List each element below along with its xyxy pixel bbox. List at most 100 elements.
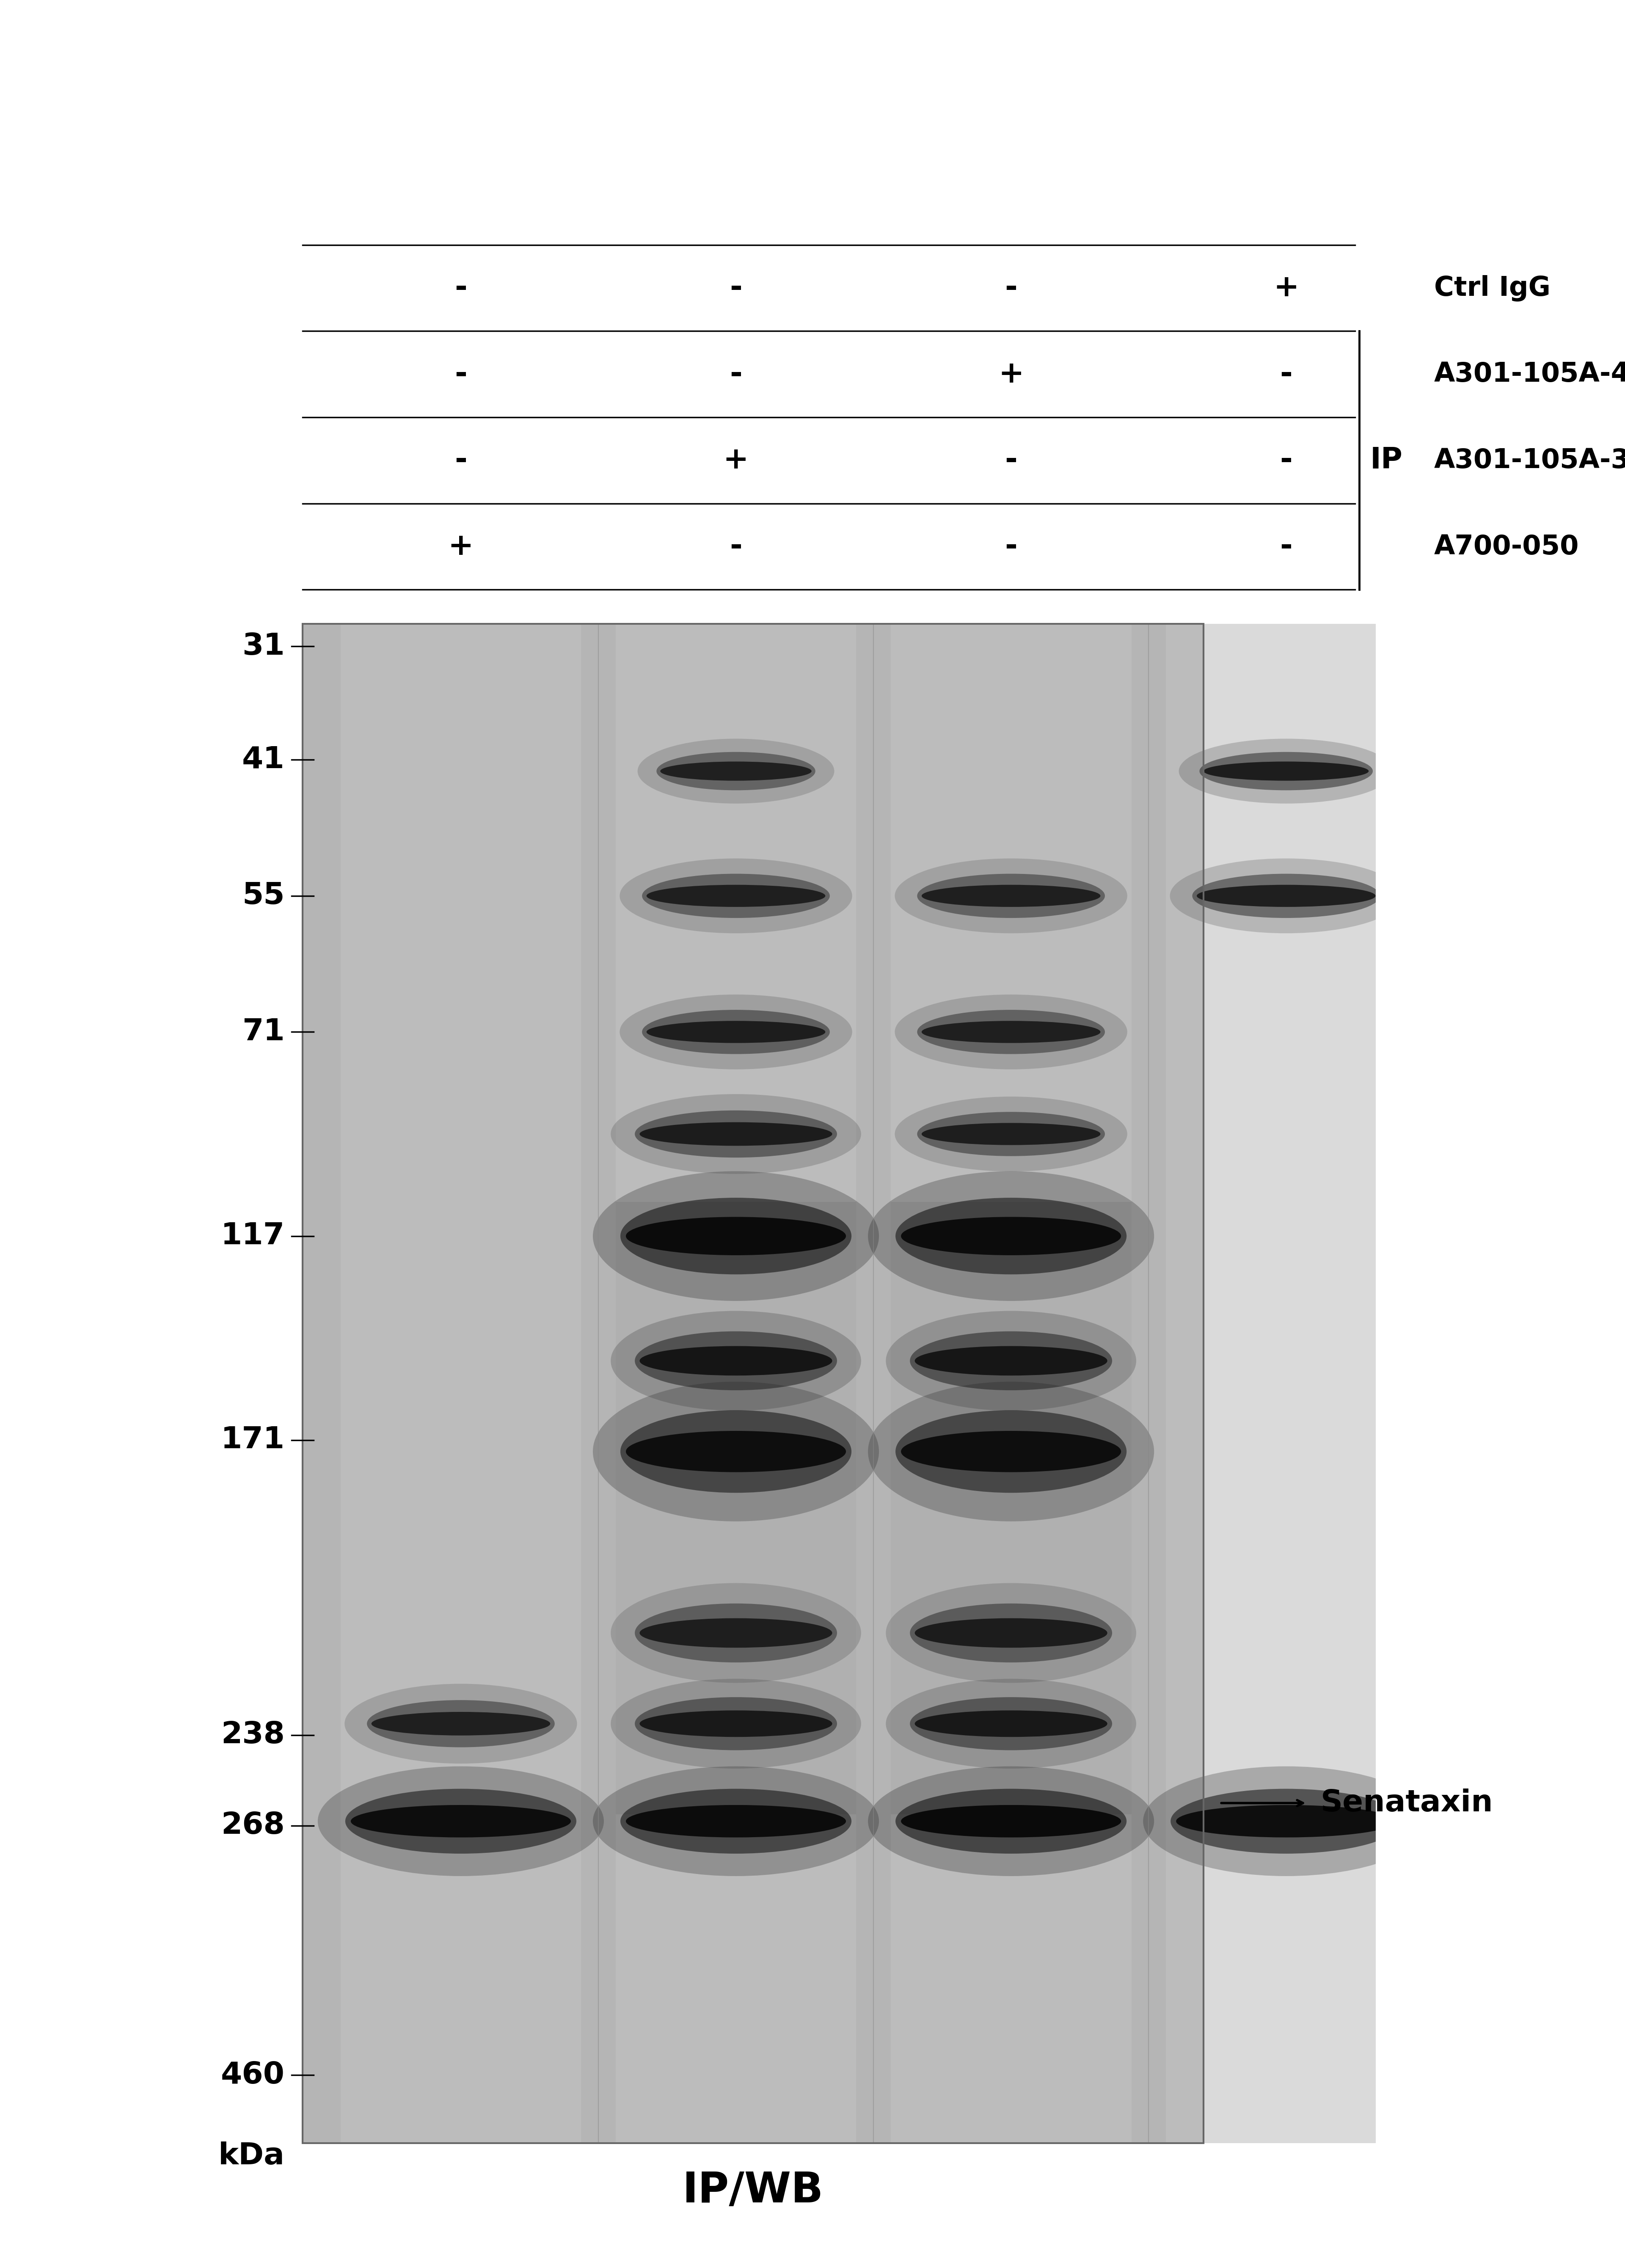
Ellipse shape: [895, 1789, 1126, 1853]
Ellipse shape: [1196, 885, 1375, 907]
Ellipse shape: [868, 1170, 1154, 1302]
Text: -: -: [730, 533, 743, 560]
Text: 460: 460: [221, 2062, 284, 2089]
Ellipse shape: [621, 1198, 852, 1275]
Text: A301-105A-3: A301-105A-3: [1433, 447, 1625, 474]
Text: 41: 41: [242, 746, 284, 773]
Ellipse shape: [611, 1311, 861, 1411]
Ellipse shape: [895, 1411, 1126, 1492]
Bar: [302, 624, 1204, 2143]
Ellipse shape: [895, 860, 1128, 934]
Ellipse shape: [367, 1701, 554, 1746]
Ellipse shape: [611, 1678, 861, 1769]
Ellipse shape: [895, 993, 1128, 1068]
Ellipse shape: [611, 1093, 861, 1175]
Text: -: -: [455, 447, 466, 474]
Text: -: -: [1004, 274, 1017, 302]
Ellipse shape: [647, 885, 826, 907]
Ellipse shape: [656, 753, 816, 789]
Ellipse shape: [593, 1381, 879, 1522]
Bar: [1165, 624, 1407, 2143]
Ellipse shape: [635, 1111, 837, 1157]
Text: 238: 238: [221, 1721, 284, 1749]
Ellipse shape: [921, 885, 1100, 907]
Ellipse shape: [1193, 873, 1380, 919]
Ellipse shape: [915, 1345, 1107, 1374]
Text: IP/WB: IP/WB: [682, 2170, 824, 2211]
Ellipse shape: [910, 1331, 1112, 1390]
Ellipse shape: [635, 1603, 837, 1662]
Text: +: +: [1274, 274, 1298, 302]
Text: -: -: [455, 274, 466, 302]
Ellipse shape: [900, 1805, 1121, 1837]
Ellipse shape: [621, 1789, 852, 1853]
Ellipse shape: [626, 1805, 847, 1837]
Ellipse shape: [921, 1123, 1100, 1145]
Bar: [302, 624, 1204, 2143]
Ellipse shape: [886, 1311, 1136, 1411]
Text: +: +: [723, 447, 749, 474]
Ellipse shape: [593, 1170, 879, 1302]
Ellipse shape: [900, 1218, 1121, 1254]
Text: 31: 31: [242, 633, 284, 660]
Text: 117: 117: [221, 1222, 284, 1250]
Text: Ctrl IgG: Ctrl IgG: [1433, 274, 1550, 302]
Ellipse shape: [372, 1712, 551, 1735]
Ellipse shape: [910, 1696, 1112, 1751]
Ellipse shape: [318, 1767, 604, 1876]
Bar: [616, 624, 856, 2143]
Text: -: -: [730, 361, 743, 388]
Ellipse shape: [642, 873, 830, 919]
Text: A301-105A-4: A301-105A-4: [1433, 361, 1625, 388]
Text: 71: 71: [242, 1018, 284, 1046]
Ellipse shape: [640, 1619, 832, 1647]
Ellipse shape: [886, 1583, 1136, 1683]
Ellipse shape: [647, 1021, 826, 1043]
Bar: [890, 624, 1131, 2143]
Ellipse shape: [916, 873, 1105, 919]
Ellipse shape: [1178, 739, 1393, 803]
Ellipse shape: [640, 1345, 832, 1374]
Ellipse shape: [637, 739, 834, 803]
Ellipse shape: [915, 1710, 1107, 1737]
Ellipse shape: [619, 993, 852, 1068]
Ellipse shape: [619, 860, 852, 934]
Ellipse shape: [1199, 753, 1373, 789]
Text: -: -: [1004, 533, 1017, 560]
Ellipse shape: [640, 1710, 832, 1737]
Ellipse shape: [1204, 762, 1368, 780]
Text: A700-050: A700-050: [1433, 533, 1580, 560]
Ellipse shape: [1142, 1767, 1430, 1876]
Ellipse shape: [868, 1767, 1154, 1876]
Text: -: -: [1280, 447, 1292, 474]
Ellipse shape: [886, 1678, 1136, 1769]
Ellipse shape: [1170, 860, 1402, 934]
Ellipse shape: [351, 1805, 570, 1837]
Ellipse shape: [660, 762, 811, 780]
Ellipse shape: [344, 1683, 577, 1765]
Text: IP: IP: [1370, 447, 1402, 474]
Ellipse shape: [635, 1331, 837, 1390]
Ellipse shape: [344, 1789, 577, 1853]
Ellipse shape: [915, 1619, 1107, 1647]
Text: -: -: [1280, 533, 1292, 560]
Ellipse shape: [642, 1009, 830, 1055]
Text: -: -: [1280, 361, 1292, 388]
Ellipse shape: [916, 1111, 1105, 1157]
Bar: [341, 624, 582, 2143]
Text: -: -: [455, 361, 466, 388]
Text: +: +: [449, 533, 473, 560]
Ellipse shape: [910, 1603, 1112, 1662]
Bar: [616, 1202, 856, 1814]
Bar: [890, 1202, 1131, 1814]
Text: 55: 55: [242, 882, 284, 909]
Ellipse shape: [900, 1431, 1121, 1472]
Ellipse shape: [626, 1218, 847, 1254]
Ellipse shape: [593, 1767, 879, 1876]
Ellipse shape: [611, 1583, 861, 1683]
Ellipse shape: [921, 1021, 1100, 1043]
Text: 268: 268: [221, 1812, 284, 1839]
Text: +: +: [998, 361, 1024, 388]
Ellipse shape: [635, 1696, 837, 1751]
Text: 171: 171: [221, 1427, 284, 1454]
